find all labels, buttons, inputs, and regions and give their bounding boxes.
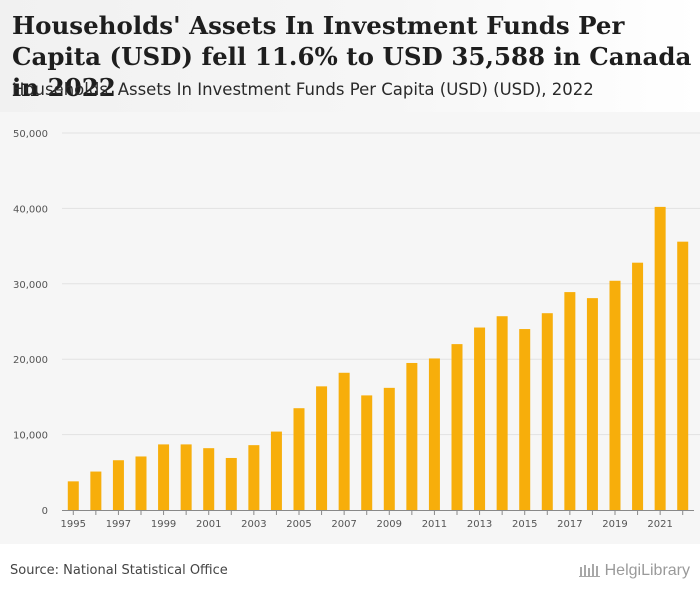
x-tick-label: 2017 [557,519,582,530]
chart-subtitle: Households' Assets In Investment Funds P… [12,80,594,99]
headline: Households' Assets In Investment Funds P… [12,11,692,102]
x-tick-label: 2013 [467,519,492,530]
brand-logo: HelgiLibrary [578,562,690,582]
x-tick-label: 1997 [106,519,131,530]
y-tick-label: 20,000 [13,355,48,366]
bar-2017 [564,292,576,510]
bar-2009 [383,387,395,510]
bar-2018 [586,298,598,510]
header-banner: Households' Assets In Investment Funds P… [0,0,700,112]
y-tick-label: 30,000 [13,280,48,291]
bar-2007 [338,372,350,510]
x-tick-label: 2009 [377,519,402,530]
y-tick-label: 10,000 [13,431,48,442]
bar-2005 [293,408,305,510]
bar-2015 [519,329,531,510]
bar-2021 [654,206,666,510]
bar-2013 [474,327,486,510]
bar-2006 [316,386,328,510]
x-tick-label: 2019 [602,519,627,530]
bar-1995 [67,481,79,510]
bar-2008 [361,395,373,510]
bar-2012 [451,344,463,510]
bar-2020 [632,262,644,510]
bar-2019 [609,280,621,510]
x-tick-label: 2011 [422,519,447,530]
source-note: Source: National Statistical Office [10,563,228,578]
x-tick-label: 1995 [61,519,86,530]
bar-1998 [135,456,147,510]
bar-2022 [677,241,689,510]
y-tick-label: 50,000 [13,129,48,140]
y-tick-label: 0 [42,506,48,517]
bar-2004 [270,431,282,510]
bar-chart: 0 10,000 20,000 30,000 40,000 50,000 1995 1997 1… [13,129,700,530]
bar-2016 [541,313,553,510]
x-tick-label: 2001 [196,519,221,530]
bar-1996 [90,471,102,510]
bar-2011 [428,358,440,510]
bar-2000 [180,444,192,510]
brand-name: HelgiLibrary [604,562,690,579]
x-tick-label: 2005 [286,519,311,530]
x-tick-label: 1999 [151,519,176,530]
bar-2010 [406,362,418,510]
bar-2002 [225,457,237,510]
x-tick-label: 2003 [241,519,266,530]
bar-1999 [158,444,170,510]
library-icon [578,563,601,582]
x-tick-label: 2015 [512,519,537,530]
bar-2001 [203,448,215,510]
y-tick-label: 40,000 [13,204,48,215]
x-tick-label: 2021 [647,519,672,530]
bar-2003 [248,445,260,510]
x-tick-label: 2007 [331,519,356,530]
bar-2014 [496,316,508,510]
bar-1997 [112,460,124,510]
